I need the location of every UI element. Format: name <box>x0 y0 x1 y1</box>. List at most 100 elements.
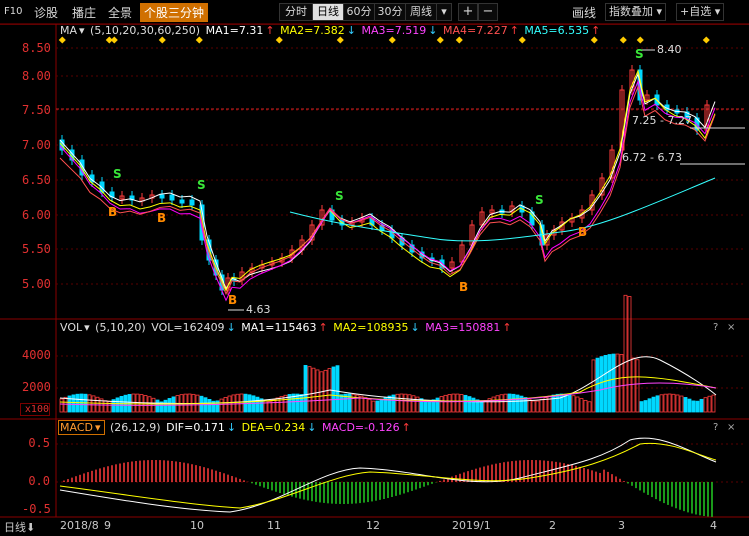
event-marker-icon <box>619 36 627 44</box>
x-tick: 12 <box>366 519 380 532</box>
event-marker-icon <box>388 36 396 44</box>
volume-bar <box>423 400 428 413</box>
dif-line <box>59 437 717 513</box>
sell-signal: S <box>113 167 122 181</box>
volume-bar <box>275 397 280 413</box>
volume-bar <box>299 394 304 413</box>
period-30min[interactable]: 30分 <box>374 3 406 21</box>
ma3-value: MA3=7.519 <box>361 24 427 37</box>
x-tick: 3 <box>618 519 625 532</box>
period-daily[interactable]: 日线 <box>312 3 344 21</box>
volume-bar <box>691 400 696 413</box>
vol-value: VOL=162409 <box>151 321 225 334</box>
draw-line-button[interactable]: 画线 <box>572 6 597 20</box>
diagnose-button[interactable]: 诊股 <box>34 6 59 20</box>
volume-bar <box>207 398 212 413</box>
volume-bar <box>695 400 700 413</box>
zoom-in-button[interactable]: + <box>458 3 478 21</box>
period-weekly[interactable]: 周线 <box>405 3 437 21</box>
high-price-label: 8.40 <box>657 43 682 56</box>
volume-bar <box>471 397 476 413</box>
volume-bar <box>255 396 260 413</box>
candle-body <box>189 199 195 206</box>
volume-bar <box>679 395 684 413</box>
volume-bar <box>215 400 220 413</box>
vol-close-icon[interactable]: × <box>727 322 736 333</box>
macd-help-icon[interactable]: ? <box>713 422 719 433</box>
chevron-down-icon[interactable]: ▾ <box>84 321 90 334</box>
volume-bar <box>599 356 604 413</box>
volume-bar <box>131 393 136 413</box>
volume-bar <box>663 393 668 413</box>
volume-bar <box>503 393 508 413</box>
volume-bar <box>667 393 672 413</box>
sell-signal: S <box>335 189 344 203</box>
macd-close-icon[interactable]: × <box>727 422 736 433</box>
candle-body <box>179 199 185 204</box>
volume-bar <box>487 398 492 413</box>
volume-bar <box>523 397 528 413</box>
ma1-value: MA1=7.31 <box>205 24 264 37</box>
y-tick: 6.50 <box>22 173 51 187</box>
zoom-out-button[interactable]: − <box>478 3 498 21</box>
y-tick: 8.00 <box>22 69 51 83</box>
x-tick: 9 <box>104 519 111 532</box>
f10-button[interactable]: F10 <box>4 6 23 17</box>
event-marker-icon <box>275 36 283 44</box>
add-watchlist-dropdown[interactable]: +自选 ▾ <box>676 3 725 21</box>
macd-indicator-dropdown[interactable]: MACD ▾ <box>58 420 105 435</box>
index-overlay-dropdown[interactable]: 指数叠加 ▾ <box>605 3 667 21</box>
dif-value: DIF=0.171 <box>166 421 225 434</box>
fullview-button[interactable]: 全景 <box>108 6 133 20</box>
vol-indicator-label[interactable]: VOL <box>60 321 83 334</box>
volume-bar <box>239 393 244 413</box>
volume-bar <box>515 394 520 413</box>
volume-bar <box>559 393 564 413</box>
volume-bar <box>459 394 464 413</box>
x-tick: 2019/1 <box>452 519 491 532</box>
period-intraday[interactable]: 分时 <box>279 3 313 21</box>
down-arrow-icon: ↓ <box>410 321 420 334</box>
volume-bar <box>671 393 676 413</box>
macd-value: MACD=-0.126 <box>321 421 400 434</box>
x-tick: 11 <box>267 519 281 532</box>
ma5-line <box>289 177 716 242</box>
volume-bar <box>651 396 656 413</box>
vol-help-icon[interactable]: ? <box>713 322 719 333</box>
volume-bar <box>439 396 444 413</box>
volume-bar <box>199 395 204 413</box>
ma-indicator-label[interactable]: MA <box>60 24 78 37</box>
buy-signal: B <box>108 205 118 219</box>
volume-bar <box>595 357 600 413</box>
down-arrow-icon: ⬇ <box>26 521 36 534</box>
ma4-value: MA4=7.227 <box>442 24 508 37</box>
volume-bar <box>543 397 548 413</box>
plugin-button[interactable]: 播庄 <box>72 6 97 20</box>
volume-bar <box>495 395 500 413</box>
volume-bar <box>335 365 340 413</box>
sell-signal: S <box>535 193 544 207</box>
volume-bar <box>307 366 312 413</box>
three-minute-tab[interactable]: 个股三分钟 <box>140 3 209 22</box>
event-marker-icon <box>58 36 66 44</box>
volume-bar <box>359 395 364 413</box>
volume-bar <box>635 359 640 413</box>
up-arrow-icon: ↑ <box>591 24 601 37</box>
event-marker-icon <box>518 36 526 44</box>
volume-bar <box>331 366 336 413</box>
period-dropdown-icon[interactable]: ▾ <box>436 3 452 21</box>
volume-bar <box>287 394 292 413</box>
vol-y-tick: 2000 <box>22 380 51 394</box>
macd-y-tick: 0.5 <box>28 436 50 450</box>
period-60min[interactable]: 60分 <box>343 3 375 21</box>
down-arrow-icon: ↓ <box>226 321 236 334</box>
vol-unit: x100 <box>20 403 50 416</box>
candle-body <box>589 194 595 211</box>
volume-bar <box>91 395 96 413</box>
volume-bar <box>339 394 344 413</box>
chevron-down-icon[interactable]: ▾ <box>79 24 85 37</box>
period-selector[interactable]: 日线⬇ <box>4 519 35 535</box>
ma5-value: MA5=6.535 <box>524 24 590 37</box>
volume-bar <box>687 398 692 413</box>
